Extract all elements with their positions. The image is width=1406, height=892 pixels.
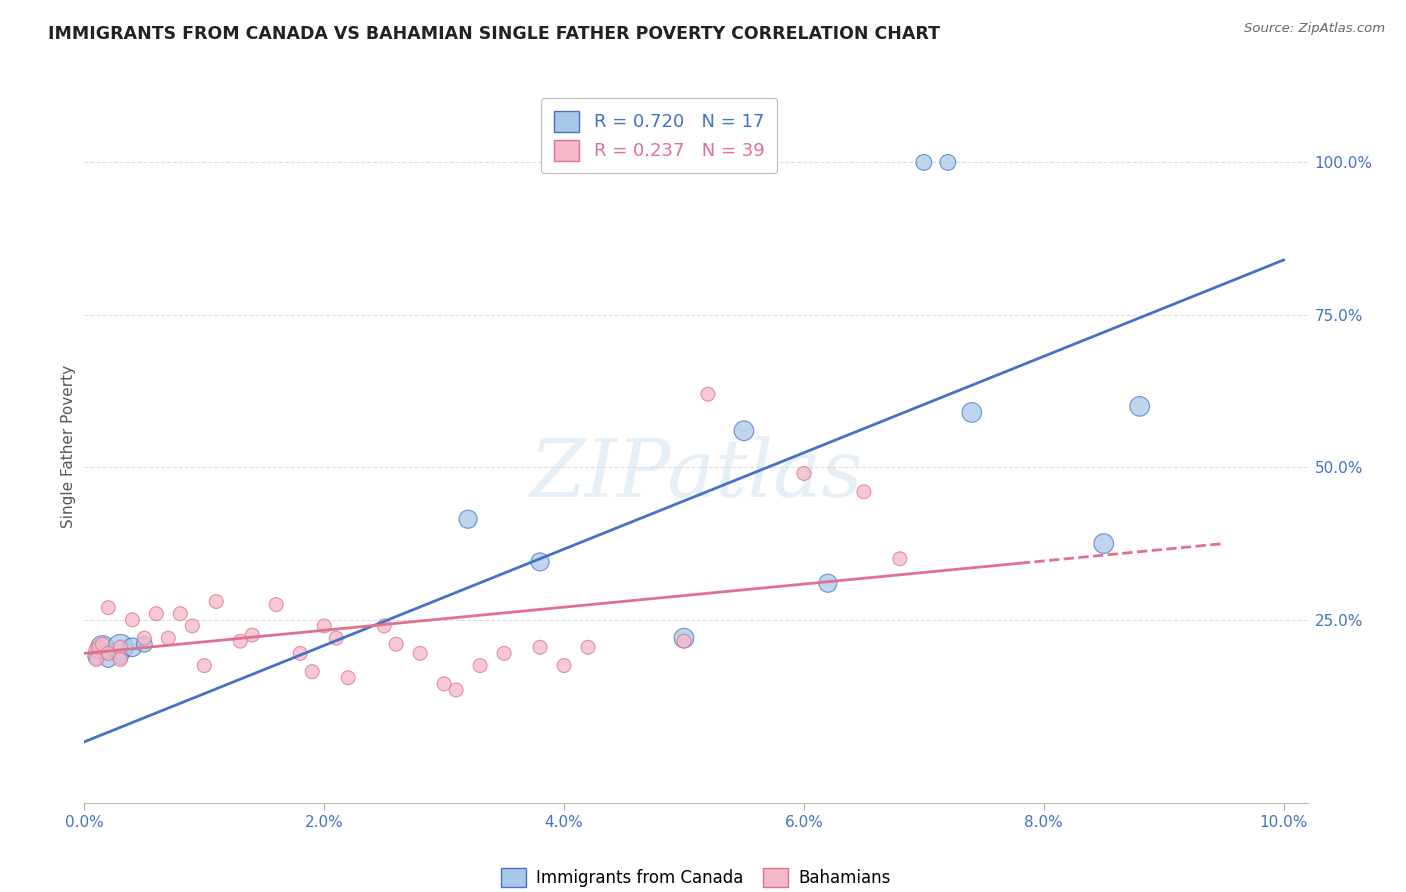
Point: [697, 387, 720, 401]
Point: [240, 628, 263, 642]
Point: [97, 646, 120, 660]
Point: [468, 658, 491, 673]
Point: [86, 643, 108, 657]
Point: [91, 640, 114, 655]
Point: [444, 683, 467, 698]
Point: [205, 594, 228, 608]
Point: [433, 677, 456, 691]
Point: [337, 671, 360, 685]
Point: [264, 598, 287, 612]
Point: [290, 646, 312, 660]
Point: [1092, 536, 1115, 550]
Point: [91, 637, 114, 651]
Point: [134, 637, 156, 651]
Point: [110, 652, 132, 666]
Point: [145, 607, 167, 621]
Point: [157, 631, 180, 645]
Point: [889, 551, 911, 566]
Text: IMMIGRANTS FROM CANADA VS BAHAMIAN SINGLE FATHER POVERTY CORRELATION CHART: IMMIGRANTS FROM CANADA VS BAHAMIAN SINGL…: [48, 25, 939, 43]
Point: [193, 658, 215, 673]
Point: [86, 649, 108, 664]
Point: [457, 512, 479, 526]
Point: [733, 424, 755, 438]
Point: [852, 484, 875, 499]
Point: [121, 613, 143, 627]
Point: [672, 634, 695, 648]
Point: [110, 649, 132, 664]
Point: [672, 631, 695, 645]
Point: [373, 619, 395, 633]
Text: ZIPatlas: ZIPatlas: [529, 436, 863, 513]
Point: [529, 555, 551, 569]
Point: [110, 640, 132, 655]
Point: [385, 637, 408, 651]
Point: [494, 646, 516, 660]
Point: [817, 576, 839, 591]
Point: [301, 665, 323, 679]
Point: [912, 155, 935, 169]
Text: Source: ZipAtlas.com: Source: ZipAtlas.com: [1244, 22, 1385, 36]
Point: [553, 658, 575, 673]
Point: [97, 652, 120, 666]
Point: [229, 634, 252, 648]
Legend: Immigrants from Canada, Bahamians: Immigrants from Canada, Bahamians: [495, 861, 897, 892]
Point: [181, 619, 204, 633]
Point: [169, 607, 191, 621]
Point: [314, 619, 336, 633]
Point: [529, 640, 551, 655]
Y-axis label: Single Father Poverty: Single Father Poverty: [60, 365, 76, 527]
Point: [86, 652, 108, 666]
Point: [1129, 400, 1152, 414]
Point: [576, 640, 599, 655]
Point: [793, 467, 815, 481]
Point: [97, 600, 120, 615]
Point: [134, 631, 156, 645]
Point: [110, 640, 132, 655]
Point: [121, 640, 143, 655]
Point: [325, 631, 347, 645]
Point: [409, 646, 432, 660]
Point: [936, 155, 959, 169]
Point: [87, 640, 110, 655]
Point: [960, 405, 983, 419]
